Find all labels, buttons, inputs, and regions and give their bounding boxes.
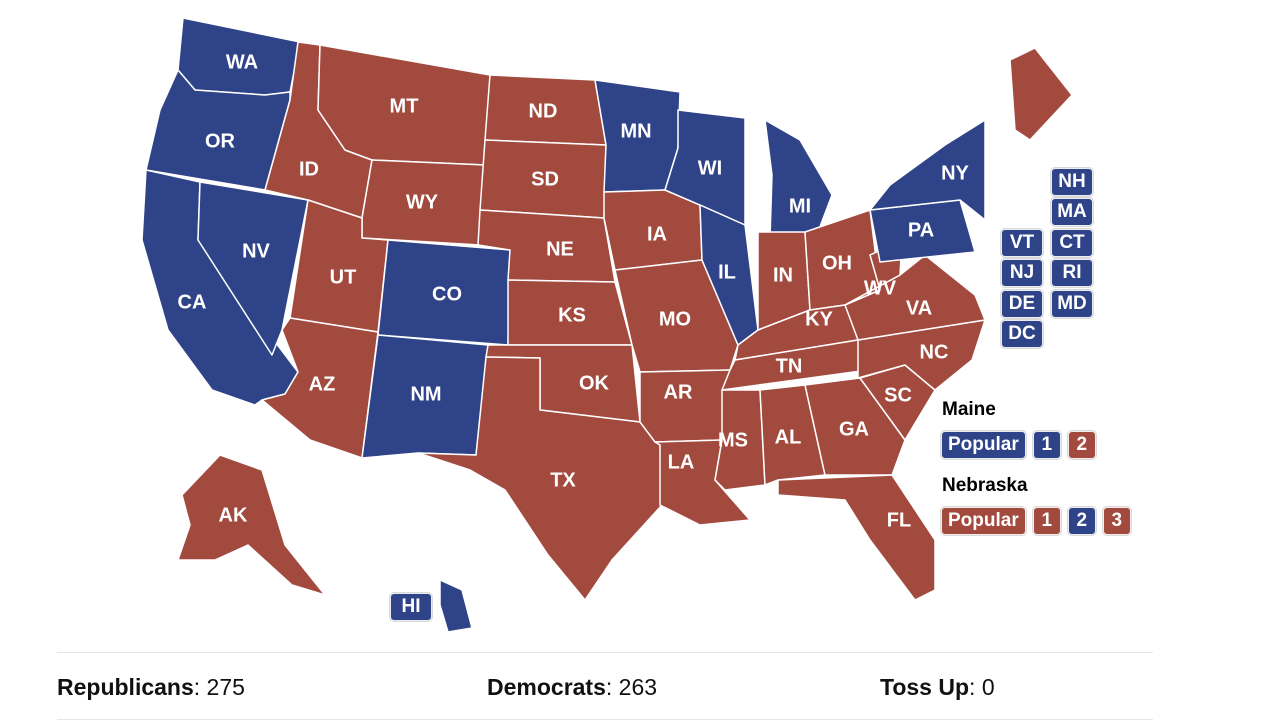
nebraska-district-1-button[interactable]: 1: [1032, 507, 1061, 535]
small-state-vt-button[interactable]: VT: [1001, 229, 1043, 257]
nebraska-districts: Popular 1 2 3: [941, 507, 1131, 535]
maine-title: Maine: [942, 399, 996, 420]
nebraska-district-3-button[interactable]: 3: [1102, 507, 1131, 535]
state-tx[interactable]: [417, 356, 663, 601]
state-fl[interactable]: [777, 474, 936, 601]
democrats-total: Democrats: 263: [487, 674, 658, 700]
state-wa[interactable]: [177, 17, 301, 96]
state-nm[interactable]: [361, 334, 489, 459]
state-mt[interactable]: [317, 44, 491, 166]
state-label-hi[interactable]: HI: [390, 593, 432, 621]
state-wy[interactable]: [361, 159, 486, 246]
tossup-total: Toss Up: 0: [880, 674, 995, 700]
small-state-de-button[interactable]: DE: [1001, 290, 1043, 318]
republicans-total: Republicans: 275: [57, 674, 245, 700]
small-state-dc-button[interactable]: DC: [1001, 320, 1043, 348]
state-mn[interactable]: [594, 79, 681, 193]
republicans-label: Republicans: [57, 674, 194, 700]
state-pa[interactable]: [869, 199, 976, 263]
us-map-svg: [141, 17, 1073, 633]
state-ms[interactable]: [714, 389, 766, 491]
state-mi[interactable]: [764, 119, 833, 239]
maine-district-1-button[interactable]: 1: [1032, 431, 1061, 459]
state-ia[interactable]: [603, 189, 703, 271]
state-ak[interactable]: [177, 454, 326, 596]
maine-popular-button[interactable]: Popular: [941, 431, 1026, 459]
nebraska-popular-button[interactable]: Popular: [941, 507, 1026, 535]
democrats-label: Democrats: [487, 674, 606, 700]
state-nd[interactable]: [484, 74, 607, 146]
state-co[interactable]: [377, 239, 511, 346]
maine-district-2-button[interactable]: 2: [1067, 431, 1096, 459]
tossup-value: 0: [981, 674, 995, 700]
state-me[interactable]: [1009, 47, 1073, 141]
state-ga[interactable]: [804, 377, 906, 476]
state-ks[interactable]: [507, 279, 633, 346]
small-state-nh-button[interactable]: NH: [1051, 168, 1093, 196]
electoral-map: WA OR CA NV ID MT WY UT AZ CO NM ND SD NE KS OK TX MN IA MO…: [141, 17, 1093, 633]
maine-districts: Popular 1 2: [941, 431, 1096, 459]
state-ar[interactable]: [639, 369, 731, 443]
democrats-value: 263: [618, 674, 658, 700]
state-ny[interactable]: [869, 119, 986, 221]
small-state-md-button[interactable]: MD: [1051, 290, 1093, 318]
totals-bar: Republicans: 275 Democrats: 263 Toss Up:…: [57, 652, 1153, 720]
nebraska-title: Nebraska: [942, 475, 1028, 496]
tossup-label: Toss Up: [880, 674, 970, 700]
state-al[interactable]: [759, 384, 826, 486]
small-state-nj-button[interactable]: NJ: [1001, 259, 1043, 287]
state-sd[interactable]: [479, 139, 607, 219]
republicans-value: 275: [206, 674, 245, 700]
state-nv[interactable]: [197, 181, 309, 356]
state-hi[interactable]: [439, 579, 473, 633]
small-state-ri-button[interactable]: RI: [1051, 259, 1093, 287]
small-state-ma-button[interactable]: MA: [1051, 198, 1093, 226]
nebraska-district-2-button[interactable]: 2: [1067, 507, 1096, 535]
small-state-ct-button[interactable]: CT: [1051, 229, 1093, 257]
